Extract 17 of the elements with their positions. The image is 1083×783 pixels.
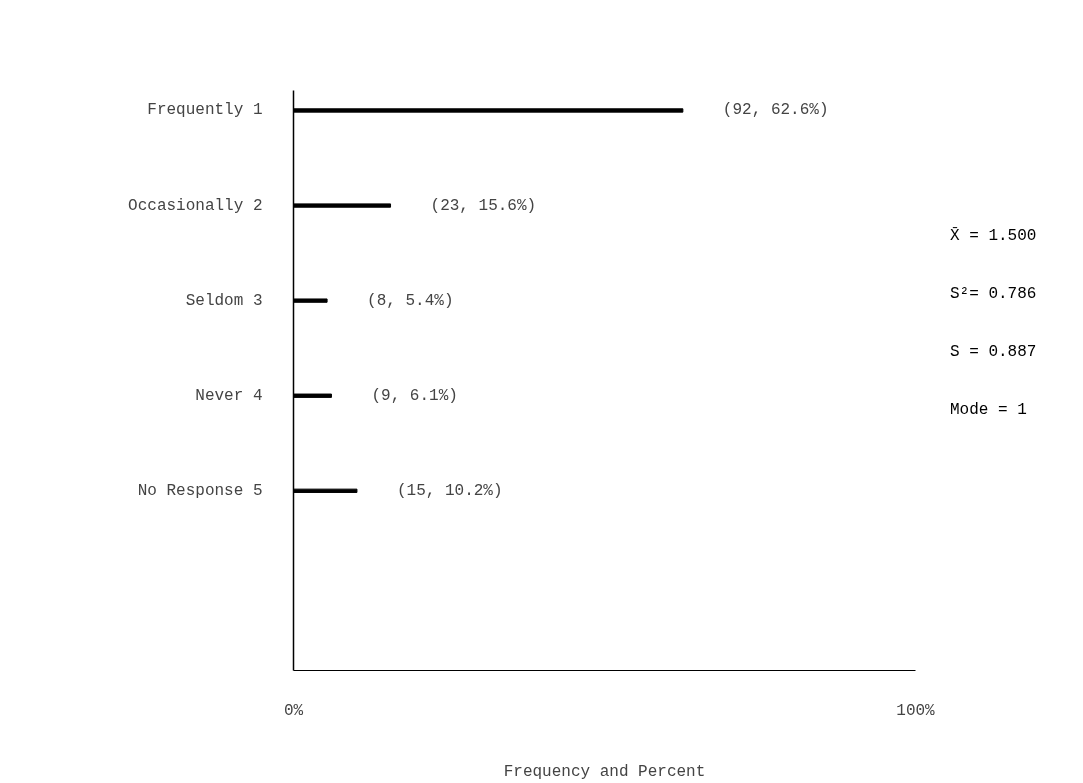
x-axis-title: Frequency and Percent	[503, 762, 706, 781]
data-label: (23, 15.6%)	[430, 196, 537, 215]
x-tick-label: 100%	[896, 701, 936, 720]
text: S = 0.887	[950, 342, 1037, 363]
data-label: (15, 10.2%)	[396, 481, 503, 500]
text: X̄ = 1.500	[950, 226, 1037, 247]
y-tick-label: Seldom 3	[185, 291, 263, 310]
y-tick-label: No Response 5	[137, 481, 263, 500]
data-label: (9, 6.1%)	[371, 386, 458, 405]
y-tick-label: Frequently 1	[147, 101, 263, 120]
data-label: (8, 5.4%)	[367, 291, 454, 310]
x-tick-label: 0%	[283, 701, 304, 720]
y-tick-label: Occasionally 2	[128, 196, 263, 215]
y-tick-label: Never 4	[195, 386, 263, 405]
text: S²= 0.786	[950, 284, 1037, 305]
data-label: (92, 62.6%)	[722, 101, 829, 120]
text: Mode = 1	[950, 400, 1027, 421]
